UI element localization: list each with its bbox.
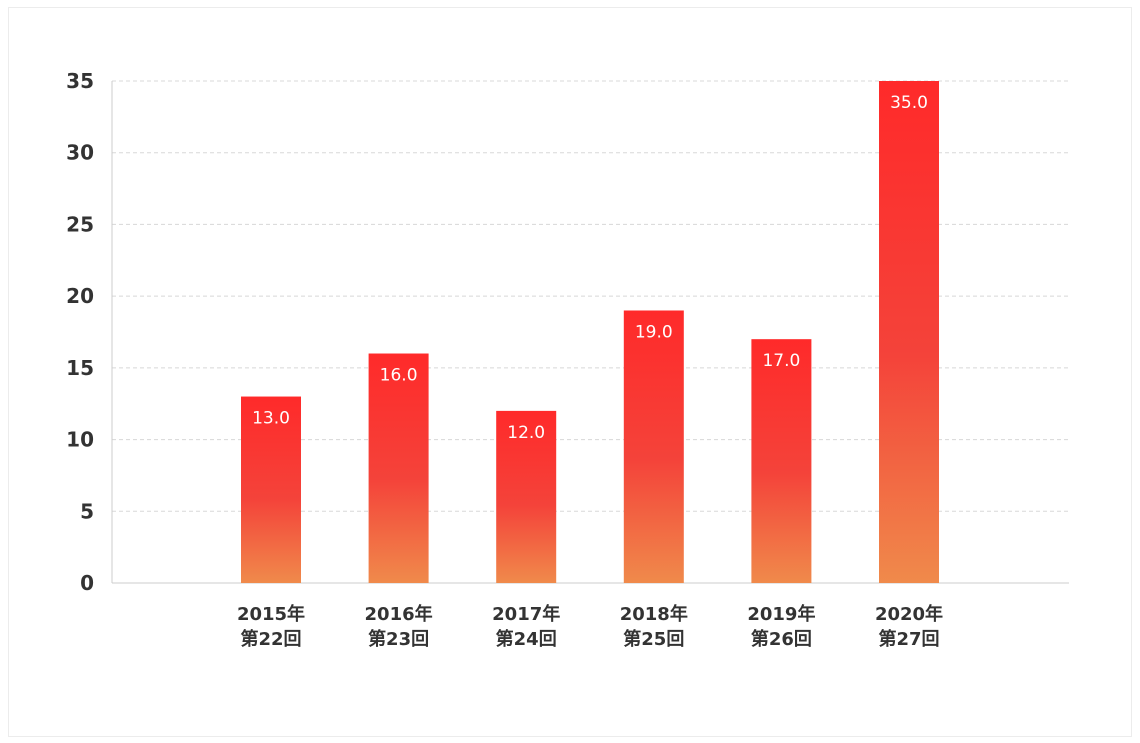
y-tick-label: 30: [66, 141, 94, 165]
grid-lines: [112, 80, 1069, 512]
bar: [751, 339, 812, 583]
bar: [879, 81, 939, 583]
y-tick-label: 20: [66, 284, 94, 308]
bar-value-label: 16.0: [380, 366, 418, 386]
bar: [496, 410, 557, 583]
y-axis: 0 5 10 15 20 25 30 35: [66, 69, 1069, 595]
x-tick-label: 2016年: [365, 603, 433, 625]
x-tick-label: 2015年: [237, 603, 305, 625]
bar: [623, 310, 684, 583]
y-tick-label: 0: [80, 571, 94, 595]
y-tick-label: 25: [66, 212, 94, 236]
x-tick-label: 第25回: [623, 628, 684, 650]
x-tick-label: 第24回: [496, 628, 557, 650]
y-tick-label: 10: [66, 428, 94, 452]
bar-value-label: 12.0: [507, 423, 545, 443]
x-tick-label: 第22回: [240, 628, 301, 650]
bar-value-label: 17.0: [762, 351, 800, 371]
bar-value-label: 13.0: [252, 409, 290, 429]
x-tick-label: 2019年: [747, 603, 815, 625]
x-tick-label: 第27回: [878, 628, 939, 650]
bar-value-label: 19.0: [635, 322, 673, 342]
bars: 13.0 16.0 12.0 19.0 17.0 35.0: [241, 81, 939, 583]
bar: [368, 353, 429, 583]
y-tick-label: 15: [66, 356, 94, 380]
chart-frame: [8, 7, 1132, 737]
x-tick-label: 2017年: [492, 603, 560, 625]
y-tick-label: 35: [66, 69, 94, 93]
x-tick-label: 第26回: [751, 628, 812, 650]
x-tick-label: 2018年: [620, 603, 688, 625]
bar-value-label: 35.0: [890, 93, 928, 113]
x-tick-label: 2020年: [875, 603, 943, 625]
y-tick-label: 5: [80, 499, 94, 523]
bar: [241, 396, 301, 583]
x-tick-label: 第23回: [368, 628, 429, 650]
